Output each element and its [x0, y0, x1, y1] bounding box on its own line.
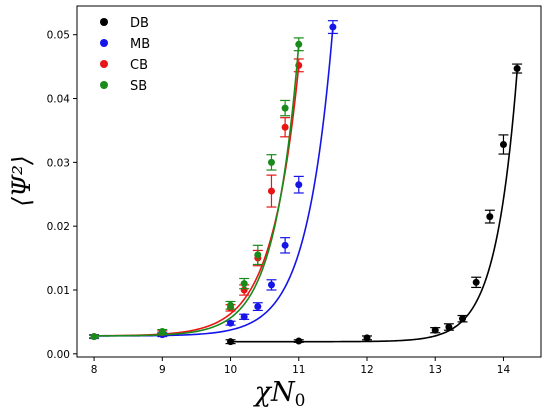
y-tick-label: 0.02	[47, 221, 70, 233]
data-point	[90, 333, 98, 341]
x-tick-label: 13	[429, 364, 442, 376]
data-point	[295, 337, 303, 345]
data-point	[445, 323, 453, 331]
data-point	[281, 123, 289, 131]
data-point	[363, 334, 371, 342]
fit-curve	[230, 71, 518, 343]
legend-marker-mb	[100, 39, 108, 47]
data-point	[281, 241, 289, 249]
data-point	[240, 313, 248, 321]
data-point	[431, 326, 439, 334]
fit-curve	[94, 65, 300, 337]
data-point	[295, 181, 303, 189]
x-tick-label: 9	[159, 364, 166, 376]
x-tick-label: 10	[224, 364, 237, 376]
x-axis: 8 9 10 11 12 13 14	[91, 357, 511, 376]
data-point	[254, 303, 262, 311]
legend-marker-db	[100, 18, 108, 26]
y-tick-label: 0.04	[47, 94, 71, 106]
series-mb	[89, 20, 338, 341]
x-axis-title-subscript: 0	[295, 391, 306, 409]
plot-area	[89, 20, 523, 346]
legend-label-sb: SB	[130, 79, 147, 94]
data-point	[158, 327, 166, 335]
y-tick-label: 0.00	[47, 349, 70, 361]
data-point	[329, 23, 337, 31]
data-point	[513, 65, 521, 73]
data-point	[295, 40, 303, 48]
legend: DB MB CB SB	[100, 16, 150, 94]
x-tick-label: 8	[91, 364, 98, 376]
legend-label-db: DB	[130, 16, 149, 31]
x-tick-label: 11	[292, 364, 305, 376]
y-tick-label: 0.03	[47, 157, 70, 169]
data-point	[254, 251, 262, 259]
legend-label-mb: MB	[130, 37, 150, 52]
data-point	[267, 187, 275, 195]
series-sb	[89, 37, 304, 341]
fit-curve	[94, 44, 300, 337]
legend-marker-sb	[100, 81, 108, 89]
data-point	[281, 104, 289, 112]
series-db	[225, 63, 523, 346]
x-axis-title: χN0	[253, 377, 306, 409]
data-point	[240, 280, 248, 288]
y-tick-label: 0.01	[47, 285, 70, 297]
data-point	[227, 319, 235, 327]
y-tick-label: 0.05	[47, 30, 70, 42]
x-axis-title-main: χN	[253, 377, 296, 408]
data-point	[267, 158, 275, 166]
axes-frame	[76, 5, 542, 358]
data-point	[459, 315, 467, 323]
data-point	[499, 140, 507, 148]
series-cb	[89, 58, 304, 341]
y-axis: 0.00 0.01 0.02 0.03 0.04 0.05	[47, 30, 77, 361]
data-point	[267, 281, 275, 289]
y-axis-title: ⟨Ψ²⟩	[7, 155, 36, 206]
data-point	[472, 278, 480, 286]
legend-marker-cb	[100, 60, 108, 68]
data-point	[227, 338, 235, 346]
fit-curve	[94, 26, 334, 337]
data-point	[486, 213, 494, 221]
data-point	[227, 301, 235, 309]
legend-label-cb: CB	[130, 58, 148, 73]
x-tick-label: 12	[360, 364, 373, 376]
x-tick-label: 14	[497, 364, 511, 376]
